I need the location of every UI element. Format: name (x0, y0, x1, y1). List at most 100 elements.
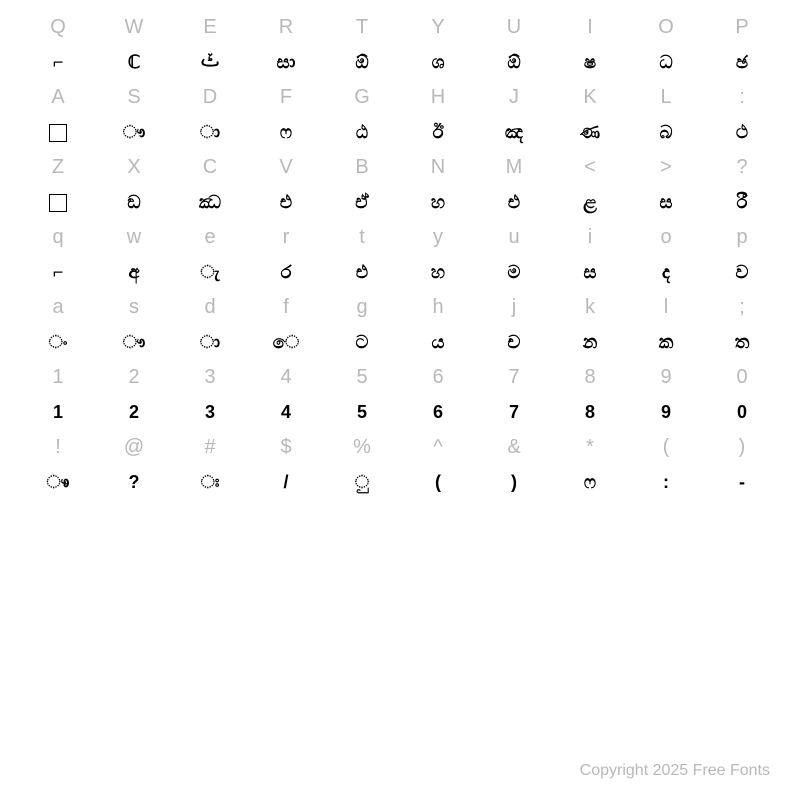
font-glyph: ක (628, 325, 704, 360)
font-glyph: 2 (96, 395, 172, 430)
key-label: S (96, 80, 172, 115)
key-label: B (324, 150, 400, 185)
key-label: w (96, 220, 172, 255)
key-label: 7 (476, 360, 552, 395)
font-glyph: ⌐ (20, 45, 96, 80)
font-glyph: ස (552, 255, 628, 290)
font-glyph: ෳ (20, 465, 96, 500)
font-glyph: බ (628, 115, 704, 150)
key-label: 5 (324, 360, 400, 395)
key-label: g (324, 290, 400, 325)
font-glyph (20, 185, 96, 220)
key-label: ^ (400, 430, 476, 465)
key-label: ! (20, 430, 96, 465)
font-glyph: 9 (628, 395, 704, 430)
font-glyph: ය (400, 325, 476, 360)
key-label: % (324, 430, 400, 465)
key-label: Z (20, 150, 96, 185)
key-label: O (628, 10, 704, 45)
font-glyph: 7 (476, 395, 552, 430)
font-glyph: ඨ (324, 115, 400, 150)
key-label: h (400, 290, 476, 325)
key-label: : (704, 80, 780, 115)
key-label: s (96, 290, 172, 325)
key-label: T (324, 10, 400, 45)
key-label: a (20, 290, 96, 325)
key-label: Q (20, 10, 96, 45)
font-glyph: 0 (704, 395, 780, 430)
font-glyph: ා (172, 115, 248, 150)
font-glyph: ඕ (476, 45, 552, 80)
key-label: o (628, 220, 704, 255)
key-label: $ (248, 430, 324, 465)
key-label: U (476, 10, 552, 45)
key-label: J (476, 80, 552, 115)
key-label: ) (704, 430, 780, 465)
key-label: N (400, 150, 476, 185)
font-glyph: - (704, 465, 780, 500)
font-glyph: ෆ (552, 465, 628, 500)
missing-glyph-box (49, 124, 67, 142)
font-glyph: ෟ (96, 115, 172, 150)
key-label: j (476, 290, 552, 325)
key-label: Y (400, 10, 476, 45)
font-glyph: 4 (248, 395, 324, 430)
key-label: # (172, 430, 248, 465)
key-label: W (96, 10, 172, 45)
key-label: G (324, 80, 400, 115)
font-glyph: ෟ (96, 325, 172, 360)
font-glyph: අ (96, 255, 172, 290)
font-glyph: 5 (324, 395, 400, 430)
key-label: ? (704, 150, 780, 185)
key-label: q (20, 220, 96, 255)
font-glyph: ළ (552, 185, 628, 220)
font-glyph: ඤ (476, 115, 552, 150)
font-glyph: ා (172, 325, 248, 360)
key-label: F (248, 80, 324, 115)
key-label: 4 (248, 360, 324, 395)
font-glyph: ඊ (400, 115, 476, 150)
character-map-grid: QWERTYUIOP⌐ℂࣀසාඕශඕෂධඡASDFGHJKL:ෟාෆඨඊඤණබථ… (20, 10, 780, 500)
key-label: 3 (172, 360, 248, 395)
font-glyph: එ (476, 185, 552, 220)
font-glyph: ෙ (248, 325, 324, 360)
key-label: V (248, 150, 324, 185)
key-label: P (704, 10, 780, 45)
key-label: ( (628, 430, 704, 465)
key-label: 8 (552, 360, 628, 395)
font-glyph: 8 (552, 395, 628, 430)
font-glyph: ව (704, 255, 780, 290)
key-label: k (552, 290, 628, 325)
key-label: i (552, 220, 628, 255)
key-label: l (628, 290, 704, 325)
font-glyph: ැ (172, 255, 248, 290)
font-glyph: ඣ (172, 185, 248, 220)
key-label: I (552, 10, 628, 45)
font-glyph: ශ (400, 45, 476, 80)
font-glyph: ඃ (172, 465, 248, 500)
font-glyph: ( (400, 465, 476, 500)
font-glyph: ු (324, 465, 400, 500)
font-glyph: ණ (552, 115, 628, 150)
key-label: 6 (400, 360, 476, 395)
font-glyph: ⌐ (20, 255, 96, 290)
font-glyph: ට (324, 325, 400, 360)
font-glyph (20, 115, 96, 150)
font-glyph: ? (96, 465, 172, 500)
key-label: 1 (20, 360, 96, 395)
key-label: E (172, 10, 248, 45)
key-label: H (400, 80, 476, 115)
font-glyph: ද (628, 255, 704, 290)
font-glyph: ෆ (248, 115, 324, 150)
font-glyph: එ (324, 255, 400, 290)
key-label: ; (704, 290, 780, 325)
font-glyph: ඒ (324, 185, 400, 220)
key-label: @ (96, 430, 172, 465)
font-glyph: ඡ (704, 45, 780, 80)
font-glyph: ෂ (552, 45, 628, 80)
font-glyph: ධ (628, 45, 704, 80)
font-glyph: න (552, 325, 628, 360)
font-glyph: ං (20, 325, 96, 360)
font-glyph: : (628, 465, 704, 500)
key-label: 0 (704, 360, 780, 395)
